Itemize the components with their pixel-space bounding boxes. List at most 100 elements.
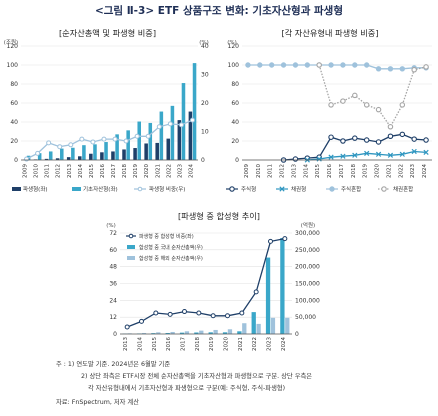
- chart2-point-series-4: [411, 66, 417, 73]
- chart1-left-tick: 0: [14, 157, 18, 164]
- chart3-bar-domestic: [222, 332, 228, 334]
- chart1-x-label: 2012: [56, 164, 62, 178]
- chart3-x-label: 2021: [238, 337, 244, 351]
- chart1-bar-derivative: [122, 149, 126, 160]
- chart2-point-series-4: [375, 106, 382, 113]
- chart1-bar-underlying: [104, 142, 108, 160]
- chart1-x-label: 2014: [78, 164, 84, 178]
- chart2-point-series-3: [363, 62, 370, 68]
- chart2-point-series-3: [352, 62, 358, 68]
- chart2-point-series-4: [423, 64, 429, 70]
- chart3-bar-overseas: [213, 329, 218, 334]
- chart3-legend-overseas: 합성형 중 해외 순자산총액(우): [139, 255, 203, 262]
- note-2: 2) 상단 좌측은 ETF시장 전체 순자산총액을 기초자산형과 파생형으로 구…: [81, 373, 313, 380]
- chart1-bar-derivative: [155, 142, 159, 160]
- chart1-bar-derivative: [133, 148, 137, 160]
- chart2-tick: 0: [235, 157, 239, 164]
- chart2-point-series-1: [340, 138, 346, 144]
- chart1-point-share: [57, 144, 63, 150]
- chart1-point-share: [79, 136, 85, 142]
- chart2-tick: 120: [228, 43, 240, 50]
- chart3-left-tick: 36: [109, 281, 117, 288]
- chart1-bar-underlying: [71, 147, 75, 160]
- chart1-point-share: [35, 150, 41, 156]
- chart1-left-tick: 80: [10, 81, 18, 88]
- chart2-line-series-4: [318, 64, 427, 129]
- chart2-x-label: 2009: [244, 164, 250, 178]
- note-4: 자료: FnSpectrum, 저자 계산: [56, 399, 140, 406]
- chart3-point-synthetic-share: [196, 310, 202, 316]
- chart1-right-tick: 10: [201, 129, 209, 136]
- figure-title: <그림 Ⅱ-3> ETF 상품구조 변화: 기초자산형과 파생형: [94, 5, 344, 17]
- chart1-point-share: [156, 124, 162, 130]
- chart1-x-label: 2015: [89, 164, 95, 178]
- chart2-x-label: 2022: [398, 164, 404, 178]
- chart3-left-tick: 60: [109, 247, 117, 254]
- chart1-x-label: 2021: [155, 164, 161, 178]
- chart2-point-series-1: [352, 135, 358, 141]
- chart1-bar-derivative: [144, 143, 148, 160]
- chart3-bar-domestic: [165, 332, 170, 334]
- chart2-point-series-2: [340, 153, 346, 159]
- chart3-bar-domestic: [151, 333, 156, 334]
- chart2-legend-marker-4: [381, 186, 387, 192]
- chart2-point-series-3: [340, 62, 346, 68]
- chart3-right-tick: 250,000: [295, 247, 320, 254]
- chart2-point-series-1: [423, 137, 429, 143]
- chart3-title: [파생형 중 합성형 추이]: [178, 211, 260, 221]
- chart3-point-synthetic-share: [239, 310, 245, 316]
- chart1-bar-underlying: [181, 83, 186, 160]
- chart3-left-tick: 72: [109, 230, 117, 237]
- chart3-bar-domestic: [280, 238, 285, 334]
- chart3-bar-domestic: [194, 332, 199, 334]
- chart3-point-synthetic-share: [182, 309, 187, 315]
- chart1-left-tick: 100: [7, 62, 19, 69]
- chart1-bar-derivative: [89, 153, 93, 160]
- note-1: 주 : 1) 연도말 기준. 2024년은 6월말 기준: [56, 361, 171, 368]
- chart2-point-series-3: [280, 62, 287, 68]
- chart3-bar-overseas: [227, 329, 233, 334]
- chart2-point-series-2: [375, 151, 382, 157]
- chart1-left-tick: 60: [10, 100, 18, 107]
- chart1-x-label: 2011: [45, 164, 51, 178]
- chart1-bar-underlying: [159, 111, 164, 160]
- chart2-line-series-3: [247, 64, 427, 70]
- chart3-point-synthetic-share: [139, 318, 144, 324]
- chart3-point-synthetic-share: [210, 313, 216, 319]
- chart2-point-series-3: [304, 62, 311, 68]
- chart1-point-share: [24, 156, 30, 162]
- chart1-right-tick: 30: [201, 72, 209, 79]
- chart1-point-share: [90, 139, 96, 145]
- chart3-legend-swatch-overseas: [127, 256, 135, 260]
- chart2-point-series-3: [375, 66, 382, 72]
- chart3-bar-domestic: [208, 332, 213, 334]
- chart2-x-label: 2012: [280, 164, 286, 178]
- chart2-x-label: 2014: [303, 164, 309, 178]
- chart1-point-share: [134, 133, 140, 139]
- chart3-left-tick: 24: [109, 297, 117, 304]
- chart1-bar-underlying: [82, 145, 86, 160]
- chart1-bar-derivative: [166, 138, 171, 160]
- chart1-x-label: 2019: [133, 164, 139, 178]
- chart1-right-tick: 20: [201, 100, 209, 107]
- chart1-bar-derivative: [66, 157, 71, 160]
- chart2-tick: 40: [231, 119, 239, 126]
- chart2-x-label: 2018: [351, 164, 357, 178]
- chart2-x-label: 2015: [315, 164, 321, 178]
- chart2-point-series-2: [352, 152, 358, 158]
- chart1-bar-derivative: [78, 156, 82, 160]
- chart1-right-tick: 40: [201, 43, 209, 50]
- chart1-line-share: [26, 119, 193, 160]
- chart1-right-unit: (%): [199, 40, 209, 46]
- chart2-point-series-1: [292, 156, 299, 162]
- chart2-point-series-3: [399, 66, 406, 72]
- chart3-x-label: 2020: [224, 337, 230, 351]
- chart2-x-label: 2020: [375, 164, 381, 178]
- chart2-tick: 60: [231, 100, 239, 107]
- chart1-legend-marker-share: [137, 186, 143, 192]
- chart1-bar-derivative: [100, 152, 104, 160]
- chart3-right-tick: 0: [295, 331, 299, 338]
- chart3-bar-domestic: [265, 257, 271, 334]
- chart1-x-label: 2009: [23, 164, 29, 178]
- chart1-point-share: [167, 121, 173, 127]
